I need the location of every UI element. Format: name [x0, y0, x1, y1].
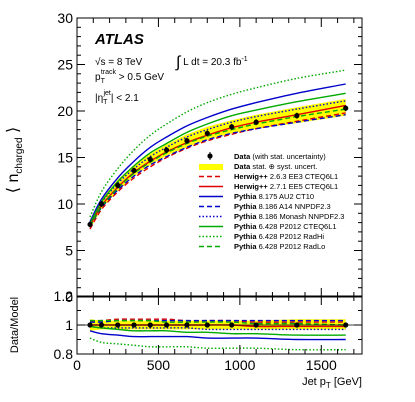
- y-tick-label: 20: [57, 103, 73, 119]
- svg-text:Herwig++ 2.6.3 EE3 CTEQ6L1: Herwig++ 2.6.3 EE3 CTEQ6L1: [234, 172, 338, 181]
- ratio-curve-herwigpppp-2-6-3-ee3-cteq6l1: [89, 318, 346, 323]
- data-point: [253, 119, 259, 126]
- track-cut-label: pTtrack > 0.5 GeV: [95, 69, 164, 85]
- data-point: [87, 221, 93, 228]
- x-tick-label: 0: [73, 357, 81, 373]
- data-point: [163, 147, 170, 154]
- svg-text:Pythia 6.428 P2012 RadHi: Pythia 6.428 P2012 RadHi: [234, 232, 324, 241]
- svg-text:Pythia 8.186 Monash NNPDF2.3: Pythia 8.186 Monash NNPDF2.3: [234, 212, 344, 221]
- y-tick-label: 30: [57, 10, 73, 26]
- main-y-axis-label: ⟨ ncharged ⟩: [5, 127, 25, 193]
- data-point: [98, 201, 105, 207]
- ratio-y-axis-label: Data/Model: [9, 297, 21, 353]
- data-band-area: [90, 98, 346, 230]
- data-uncertainty-band: [90, 98, 346, 230]
- y-tick-label: 10: [57, 196, 73, 212]
- legend-entry-pythia-6-428-p2012-cteq6l1: Pythia 6.428 P2012 CTEQ6L1: [199, 222, 337, 231]
- legend-entry-pythia-6-428-p2012-radhi: Pythia 6.428 P2012 RadHi: [199, 232, 324, 241]
- legend-entry-data: Data (with stat. uncertainty): [207, 152, 326, 161]
- curve-pythia-6-428-p2012-radhi: [89, 69, 346, 218]
- legend-entry-data-band: Data stat. ⊕ syst. uncert.: [199, 162, 317, 171]
- data-point: [147, 156, 153, 163]
- svg-text:Pythia 6.428 P2012 CTEQ6L1: Pythia 6.428 P2012 CTEQ6L1: [234, 222, 337, 231]
- eta-cut-label: |ηTjet| < 2.1: [95, 90, 139, 106]
- x-tick-label: 500: [147, 357, 171, 373]
- luminosity-label: ∫ L dt = 20.3 fb-1: [175, 54, 248, 71]
- y-tick-label: 5: [65, 243, 73, 259]
- ratio-curve-pythia-8-175-au2-ct10: [89, 330, 346, 341]
- legend: Data (with stat. uncertainty) Data stat.…: [199, 152, 344, 251]
- data-point: [229, 123, 235, 130]
- legend-entry-pythia-6-428-p2012-radlo: Pythia 6.428 P2012 RadLo: [199, 242, 325, 251]
- legend-entry-pythia-8-186-monash-nnpdf2-3: Pythia 8.186 Monash NNPDF2.3: [199, 212, 344, 221]
- curve-herwigpppp-2-7-1-ee5-cteq6l1: [89, 104, 346, 226]
- x-tick-label: 1000: [224, 357, 255, 373]
- curve-pythia-8-175-au2-ct10: [89, 83, 346, 223]
- x-axis-label: Jet pT [GeV]: [302, 376, 362, 390]
- ratio-y-tick-label: 1.2: [54, 288, 74, 304]
- y-tick-label: 25: [57, 57, 73, 73]
- energy-label: √s = 8 TeV: [95, 56, 143, 68]
- legend-entry-pythia-8-175-au2-ct10: Pythia 8.175 AU2 CT10: [199, 192, 314, 201]
- data-point: [115, 182, 121, 189]
- y-tick-label: 0: [65, 289, 73, 305]
- ratio-y-tick-label: 0.8: [54, 346, 74, 362]
- legend-entry-herwigpppp-2-7-1-ee5-cteq6l1: Herwig++ 2.7.1 EE5 CTEQ6L1: [199, 182, 338, 191]
- data-point: [184, 137, 190, 144]
- ratio-curve-pythia-8-186-monash-nnpdf2-3: [89, 325, 346, 331]
- svg-text:Data stat. ⊕ syst. uncert.: Data stat. ⊕ syst. uncert.: [234, 162, 317, 171]
- svg-text:Herwig++ 2.7.1 EE5 CTEQ6L1: Herwig++ 2.7.1 EE5 CTEQ6L1: [234, 182, 338, 191]
- data-point: [343, 105, 349, 112]
- data-point: [204, 130, 210, 137]
- legend-entry-herwigpppp-2-6-3-ee3-cteq6l1: Herwig++ 2.6.3 EE3 CTEQ6L1: [199, 172, 338, 181]
- experiment-label: ATLAS: [94, 31, 144, 48]
- data-point: [294, 112, 300, 119]
- data-point: [131, 167, 137, 174]
- svg-text:Data (with stat. uncertainty): Data (with stat. uncertainty): [234, 152, 326, 161]
- svg-text:Pythia 8.186 A14 NNPDF2.3: Pythia 8.186 A14 NNPDF2.3: [234, 202, 331, 211]
- ratio-curve-pythia-6-428-p2012-cteq6l1: [89, 325, 346, 336]
- curve-pythia-8-186-a14-nnpdf2-3: [89, 114, 346, 227]
- legend-entry-pythia-8-186-a14-nnpdf2-3: Pythia 8.186 A14 NNPDF2.3: [199, 202, 331, 211]
- svg-text:Pythia 6.428 P2012 RadLo: Pythia 6.428 P2012 RadLo: [234, 242, 325, 251]
- y-tick-label: 15: [57, 150, 73, 166]
- svg-text:Pythia 8.175 AU2 CT10: Pythia 8.175 AU2 CT10: [234, 192, 314, 201]
- ratio-curve-pythia-6-428-p2012-radlo: [90, 319, 346, 326]
- x-tick-label: 1500: [306, 357, 337, 373]
- ratio-y-tick-label: 1: [65, 317, 73, 333]
